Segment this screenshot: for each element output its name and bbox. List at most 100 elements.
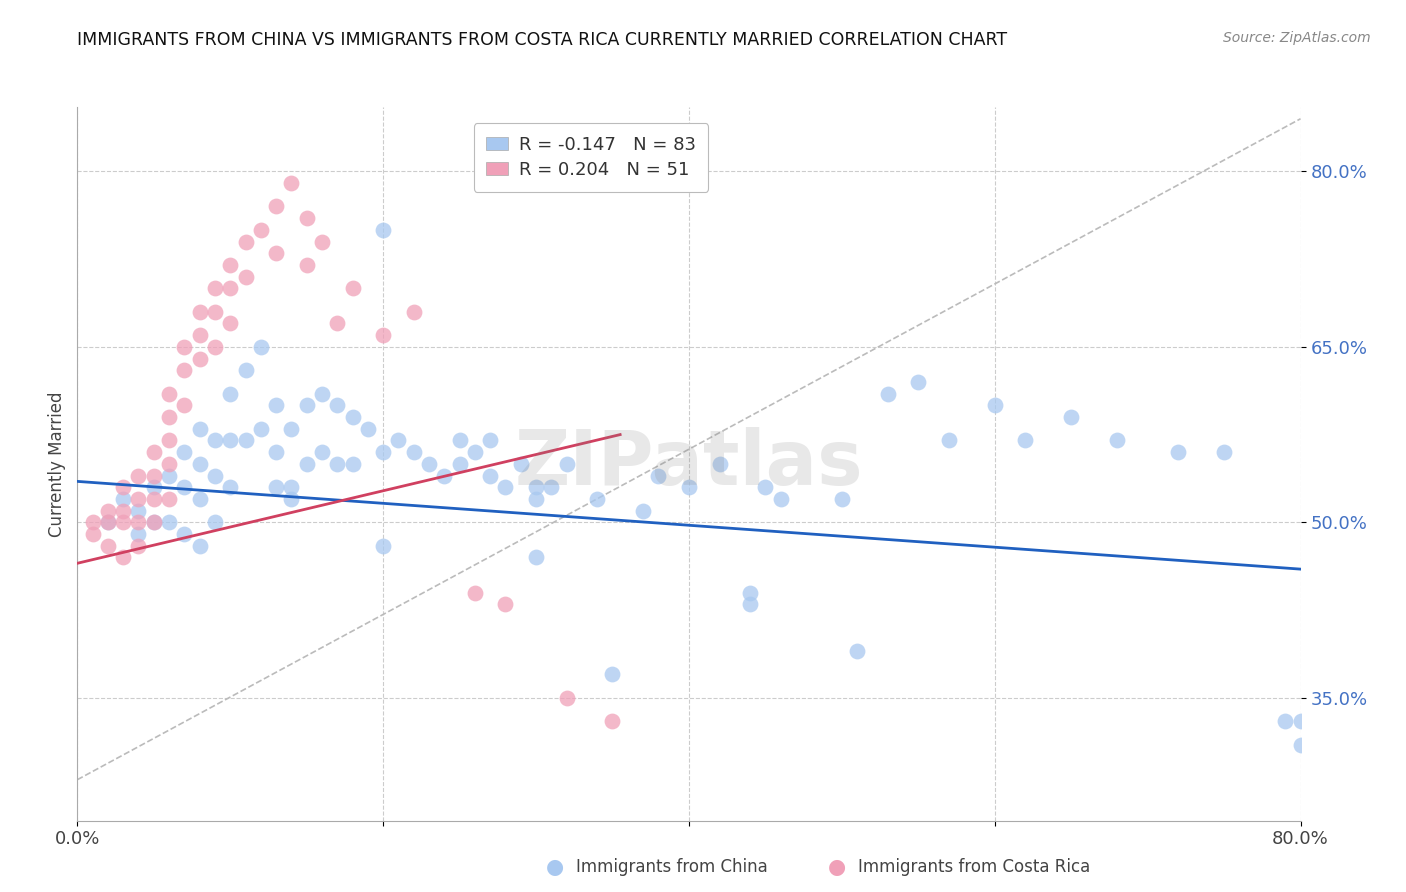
Text: Source: ZipAtlas.com: Source: ZipAtlas.com (1223, 31, 1371, 45)
Point (371, 539, 394, 553)
Point (250, 340, 273, 354)
Point (235, 363, 257, 377)
Point (295, 258, 318, 272)
Point (127, 468, 149, 483)
Point (876, 386, 898, 401)
Point (280, 480, 302, 494)
Point (295, 457, 318, 471)
Point (280, 491, 302, 506)
Point (157, 434, 180, 448)
Point (1213, 445, 1236, 459)
Text: Immigrants from Costa Rica: Immigrants from Costa Rica (858, 858, 1090, 876)
Point (97, 516, 120, 530)
Y-axis label: Currently Married: Currently Married (48, 391, 66, 537)
Point (127, 516, 149, 530)
Point (112, 503, 135, 517)
Point (295, 211, 318, 226)
Point (264, 480, 287, 494)
Point (204, 281, 226, 295)
Point (264, 199, 287, 213)
Point (311, 445, 333, 459)
Point (371, 328, 394, 343)
Point (418, 457, 440, 471)
Point (250, 223, 273, 237)
Point (157, 386, 180, 401)
Point (754, 480, 776, 494)
Point (311, 235, 333, 249)
Point (524, 480, 547, 494)
Point (938, 434, 960, 448)
Point (984, 398, 1007, 412)
Text: IMMIGRANTS FROM CHINA VS IMMIGRANTS FROM COSTA RICA CURRENTLY MARRIED CORRELATIO: IMMIGRANTS FROM CHINA VS IMMIGRANTS FROM… (77, 31, 1008, 49)
Text: Immigrants from China: Immigrants from China (576, 858, 768, 876)
Point (82, 527, 104, 541)
Point (1107, 434, 1129, 448)
Point (219, 386, 242, 401)
Point (188, 491, 211, 506)
Point (464, 445, 486, 459)
Point (678, 480, 700, 494)
Point (449, 457, 471, 471)
Point (235, 269, 257, 284)
Point (831, 491, 853, 506)
Point (1289, 738, 1312, 752)
Point (433, 468, 456, 483)
Point (235, 235, 257, 249)
Point (157, 491, 180, 506)
Point (402, 305, 425, 319)
Point (204, 516, 226, 530)
Point (97, 539, 120, 553)
Point (127, 491, 149, 506)
Point (188, 539, 211, 553)
Point (173, 340, 195, 354)
Text: ZIPatlas: ZIPatlas (515, 427, 863, 500)
Point (524, 491, 547, 506)
Point (540, 480, 562, 494)
Point (82, 516, 104, 530)
Point (907, 375, 929, 389)
Point (157, 516, 180, 530)
Point (264, 246, 287, 260)
Point (157, 468, 180, 483)
Point (1167, 445, 1189, 459)
Point (157, 410, 180, 425)
Point (204, 305, 226, 319)
Point (173, 398, 195, 412)
Point (97, 516, 120, 530)
Point (204, 340, 226, 354)
Point (188, 457, 211, 471)
Point (342, 281, 364, 295)
Point (127, 503, 149, 517)
Point (142, 516, 165, 530)
Point (326, 398, 349, 412)
Point (264, 445, 287, 459)
Point (479, 434, 502, 448)
Point (173, 527, 195, 541)
Point (846, 644, 869, 658)
Point (204, 468, 226, 483)
Point (142, 468, 165, 483)
Point (127, 539, 149, 553)
Point (219, 317, 242, 331)
Point (326, 317, 349, 331)
Point (235, 434, 257, 448)
Point (112, 516, 135, 530)
Point (740, 597, 762, 611)
Point (188, 351, 211, 366)
Point (509, 457, 531, 471)
Point (188, 305, 211, 319)
Point (769, 491, 792, 506)
Point (326, 457, 349, 471)
Point (495, 597, 517, 611)
Point (219, 258, 242, 272)
Point (127, 527, 149, 541)
Point (449, 434, 471, 448)
Point (142, 445, 165, 459)
Point (264, 398, 287, 412)
Point (602, 714, 624, 729)
Point (602, 667, 624, 681)
Point (142, 480, 165, 494)
Point (173, 445, 195, 459)
Point (495, 480, 517, 494)
Point (112, 480, 135, 494)
